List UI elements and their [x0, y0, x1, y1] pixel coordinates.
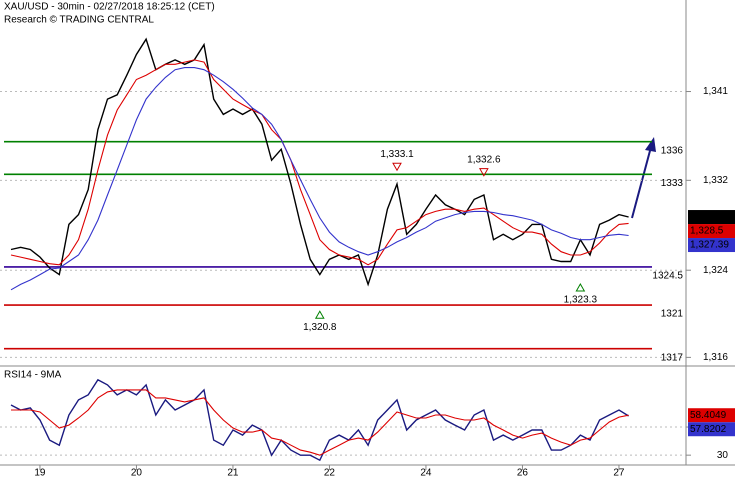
y-tick-label: 1,332	[703, 175, 728, 186]
low-marker	[314, 310, 325, 319]
level-label: 1317	[661, 352, 684, 363]
x-tick-label: 22	[324, 468, 336, 479]
low-marker	[575, 283, 586, 292]
price-tag-label: 1,329.08	[690, 212, 729, 223]
y-tick-label: 1,316	[703, 352, 728, 363]
y-tick-label: 30	[717, 450, 729, 461]
level-label: 1333	[661, 178, 684, 189]
price-tag	[688, 238, 735, 253]
high-label: 1,332.6	[467, 154, 501, 165]
forecast-arrowhead	[645, 137, 656, 152]
level-label: 1321	[661, 309, 684, 320]
chart-subtitle: Research © TRADING CENTRAL	[4, 15, 154, 26]
level-label: 1324.5	[652, 271, 683, 282]
x-tick-label: 24	[420, 468, 432, 479]
high-marker	[478, 168, 489, 177]
series-line	[10, 378, 629, 462]
chart-title: XAU/USD - 30min - 02/27/2018 18:25:12 (C…	[4, 2, 215, 13]
high-label: 1,333.1	[380, 149, 414, 160]
price-tag-label: 58.4049	[690, 410, 727, 421]
price-tag	[688, 408, 735, 423]
x-tick-label: 27	[613, 468, 625, 479]
low-label: 1,320.8	[303, 322, 337, 333]
x-tick-label: 26	[517, 468, 529, 479]
x-tick-label: 21	[227, 468, 239, 479]
x-tick-label: 19	[34, 468, 46, 479]
series-line	[10, 67, 629, 291]
price-tag	[688, 224, 735, 239]
price-tag	[688, 422, 735, 437]
forecast-arrow	[631, 146, 652, 219]
y-tick-label: 1,324	[703, 265, 728, 276]
level-label: 1336	[661, 145, 684, 156]
rsi-title: RSI14 - 9MA	[4, 370, 62, 381]
series-line	[11, 389, 629, 456]
price-tag-label: 57.8202	[690, 424, 727, 435]
high-marker	[392, 162, 402, 172]
price-tag-label: 1,327.39	[690, 240, 729, 251]
series-line	[10, 59, 629, 266]
price-tag-label: 1,328.5	[690, 226, 724, 237]
price-tag	[688, 210, 735, 225]
x-tick-label: 20	[131, 468, 143, 479]
low-label: 1,323.3	[564, 295, 598, 306]
y-tick-label: 1,341	[703, 86, 728, 97]
series-line	[10, 37, 629, 287]
